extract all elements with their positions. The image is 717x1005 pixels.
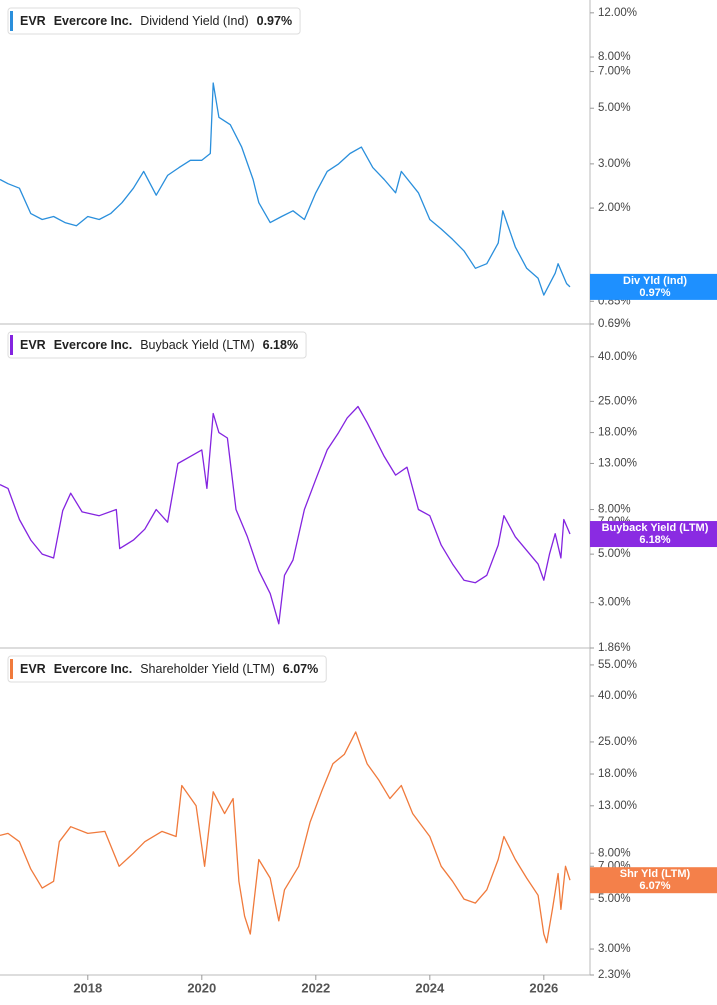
current-value-name: Div Yld (Ind) <box>623 275 687 287</box>
legend-text: Evercore Inc. <box>54 662 133 676</box>
y-tick-label: 12.00% <box>598 7 637 19</box>
y-tick-label: 2.00% <box>598 202 631 214</box>
y-tick-label: 3.00% <box>598 158 631 170</box>
y-tick-label: 3.00% <box>598 943 631 955</box>
y-tick-label: 55.00% <box>598 659 637 671</box>
legend: EVR Evercore Inc. Buyback Yield (LTM) 6.18% <box>7 331 307 359</box>
legend-swatch <box>10 11 13 31</box>
series-line <box>0 731 571 944</box>
y-tick-label: 5.00% <box>598 893 631 905</box>
legend-box <box>7 331 307 359</box>
legend-text: Buyback Yield (LTM) <box>140 338 254 352</box>
legend: EVR Evercore Inc. Shareholder Yield (LTM) 6… <box>7 655 327 683</box>
series-line <box>0 405 571 625</box>
y-tick-label: 40.00% <box>598 690 637 702</box>
y-tick-label: 25.00% <box>598 736 637 748</box>
current-value-box <box>590 521 717 548</box>
y-tick-label: 18.00% <box>598 427 637 439</box>
legend-text: EVR <box>20 662 46 676</box>
legend-text: 6.07% <box>283 662 318 676</box>
y-tick-label: 8.00% <box>598 847 631 859</box>
x-tick-label: 2020 <box>187 980 216 995</box>
y-tick-label: 2.30% <box>598 969 631 981</box>
x-tick-label: 2022 <box>301 980 330 995</box>
y-tick-label: 0.69% <box>598 318 631 330</box>
y-tick-label: 40.00% <box>598 351 637 363</box>
current-value-box <box>590 867 717 894</box>
x-tick-label: 2026 <box>529 980 558 995</box>
y-tick-label: 3.00% <box>598 597 631 609</box>
y-tick-label: 13.00% <box>598 800 637 812</box>
current-value-label: 6.07% <box>639 880 670 892</box>
legend-swatch <box>10 659 13 679</box>
current-value-name: Shr Yld (LTM) <box>620 868 691 880</box>
legend-swatch <box>10 335 13 355</box>
current-value-label: 6.18% <box>639 534 670 546</box>
legend-text: 0.97% <box>257 14 292 28</box>
legend-text: EVR <box>20 14 46 28</box>
series-line <box>0 82 571 296</box>
x-tick-label: 2024 <box>415 980 445 995</box>
y-tick-label: 5.00% <box>598 102 631 114</box>
y-tick-label: 18.00% <box>598 768 637 780</box>
current-value-box <box>590 273 717 300</box>
legend-text: Evercore Inc. <box>54 338 133 352</box>
current-value-label: 0.97% <box>639 287 670 299</box>
legend-text: Shareholder Yield (LTM) <box>140 662 275 676</box>
legend: EVR Evercore Inc. Dividend Yield (Ind) 0.97… <box>7 7 301 35</box>
y-tick-label: 25.00% <box>598 395 637 407</box>
y-tick-label: 8.00% <box>598 504 631 516</box>
legend-text: Evercore Inc. <box>54 14 133 28</box>
y-tick-label: 13.00% <box>598 457 637 469</box>
current-value-name: Buyback Yield (LTM) <box>602 522 709 534</box>
legend-text: EVR <box>20 338 46 352</box>
y-tick-label: 8.00% <box>598 51 631 63</box>
legend-box <box>7 655 327 683</box>
legend-box <box>7 7 301 35</box>
legend-text: 6.18% <box>263 338 298 352</box>
x-tick-label: 2018 <box>73 980 102 995</box>
y-tick-label: 5.00% <box>598 548 631 560</box>
legend-text: Dividend Yield (Ind) <box>140 14 248 28</box>
y-tick-label: 7.00% <box>598 66 631 78</box>
y-tick-label: 1.86% <box>598 642 631 654</box>
